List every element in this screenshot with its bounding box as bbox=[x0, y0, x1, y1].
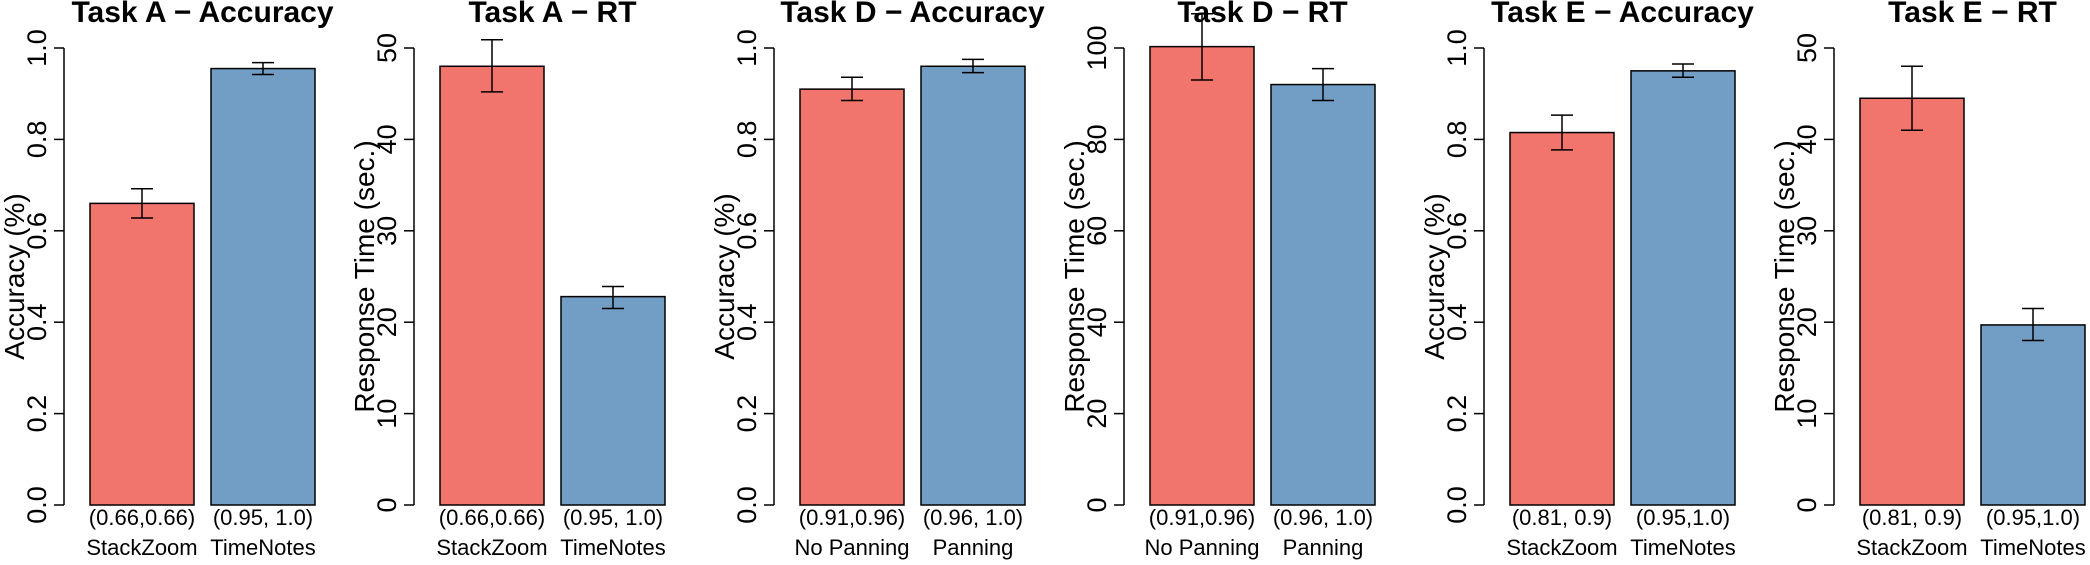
y-tick-label: 0.0 bbox=[732, 486, 762, 524]
y-tick-label: 30 bbox=[1792, 216, 1822, 246]
y-tick-label: 0.8 bbox=[22, 121, 52, 159]
category-label: StackZoom bbox=[86, 535, 197, 560]
bar-annotation: (0.96, 1.0) bbox=[923, 505, 1023, 530]
panel-title: Task A − RT bbox=[468, 0, 636, 29]
bar-stackzoom bbox=[439, 65, 545, 506]
panel-title: Task D − RT bbox=[1177, 0, 1347, 29]
y-tick-label: 1.0 bbox=[732, 29, 762, 67]
bar-annotation: (0.96, 1.0) bbox=[1273, 505, 1373, 530]
y-axis-label: Response Time (sec.) bbox=[1059, 140, 1090, 412]
y-tick-label: 0.4 bbox=[1442, 303, 1472, 341]
y-tick-label: 0.6 bbox=[732, 212, 762, 250]
y-tick-label: 50 bbox=[1792, 33, 1822, 63]
y-tick-label: 100 bbox=[1082, 25, 1112, 70]
y-tick-label: 0.0 bbox=[22, 486, 52, 524]
category-label: No Panning bbox=[1145, 535, 1260, 560]
y-tick-label: 10 bbox=[372, 399, 402, 429]
bar-panning bbox=[920, 65, 1026, 506]
bar-annotation: (0.95, 1.0) bbox=[563, 505, 663, 530]
category-label: Panning bbox=[933, 535, 1014, 560]
bar-annotation: (0.91,0.96) bbox=[799, 505, 905, 530]
y-tick-label: 0 bbox=[1082, 497, 1112, 512]
bar-annotation: (0.81, 0.9) bbox=[1862, 505, 1962, 530]
y-tick-label: 1.0 bbox=[22, 29, 52, 67]
y-tick-label: 0.2 bbox=[1442, 395, 1472, 433]
bar-annotation: (0.95, 1.0) bbox=[213, 505, 313, 530]
bar-annotation: (0.66,0.66) bbox=[89, 505, 195, 530]
y-tick-label: 0.8 bbox=[732, 121, 762, 159]
bar-annotation: (0.66,0.66) bbox=[439, 505, 545, 530]
bar-timenotes bbox=[560, 295, 666, 506]
y-axis-label: Accuracy (%) bbox=[709, 193, 740, 359]
y-tick-label: 20 bbox=[1792, 307, 1822, 337]
y-tick-label: 0.4 bbox=[22, 303, 52, 341]
y-tick-label: 40 bbox=[1082, 307, 1112, 337]
y-tick-label: 0.2 bbox=[22, 395, 52, 433]
bar-annotation: (0.95,1.0) bbox=[1986, 505, 2080, 530]
bar-annotation: (0.91,0.96) bbox=[1149, 505, 1255, 530]
y-tick-label: 0.2 bbox=[732, 395, 762, 433]
y-tick-label: 50 bbox=[372, 33, 402, 63]
bar-stackzoom bbox=[1509, 131, 1615, 506]
category-label: StackZoom bbox=[1856, 535, 1967, 560]
category-label: Panning bbox=[1283, 535, 1364, 560]
y-tick-label: 30 bbox=[372, 216, 402, 246]
y-tick-label: 0.6 bbox=[22, 212, 52, 250]
category-label: TimeNotes bbox=[210, 535, 316, 560]
y-tick-label: 0.0 bbox=[1442, 486, 1472, 524]
bar-panning bbox=[1270, 83, 1376, 506]
bar-no-panning bbox=[799, 88, 905, 506]
category-label: StackZoom bbox=[436, 535, 547, 560]
category-label: TimeNotes bbox=[1980, 535, 2086, 560]
bar-timenotes bbox=[1980, 324, 2086, 506]
panel-title: Task A − Accuracy bbox=[71, 0, 333, 29]
y-tick-label: 0 bbox=[1792, 497, 1822, 512]
y-tick-label: 40 bbox=[372, 124, 402, 154]
bar-stackzoom bbox=[89, 202, 195, 506]
bar-no-panning bbox=[1149, 45, 1255, 506]
y-tick-label: 0 bbox=[372, 497, 402, 512]
category-label: StackZoom bbox=[1506, 535, 1617, 560]
y-axis-label: Response Time (sec.) bbox=[349, 140, 380, 412]
y-axis-label: Accuracy (%) bbox=[1419, 193, 1450, 359]
category-label: TimeNotes bbox=[1630, 535, 1736, 560]
y-tick-label: 0.8 bbox=[1442, 121, 1472, 159]
bar-annotation: (0.95,1.0) bbox=[1636, 505, 1730, 530]
category-label: TimeNotes bbox=[560, 535, 666, 560]
y-tick-label: 20 bbox=[372, 307, 402, 337]
bar-stackzoom bbox=[1859, 97, 1965, 506]
y-tick-label: 0.6 bbox=[1442, 212, 1472, 250]
y-tick-label: 60 bbox=[1082, 216, 1112, 246]
category-label: No Panning bbox=[795, 535, 910, 560]
y-tick-label: 0.4 bbox=[732, 303, 762, 341]
y-tick-label: 20 bbox=[1082, 399, 1112, 429]
y-tick-label: 1.0 bbox=[1442, 29, 1472, 67]
panel-title: Task E − Accuracy bbox=[1491, 0, 1754, 29]
bar-timenotes bbox=[1630, 70, 1736, 506]
y-tick-label: 10 bbox=[1792, 399, 1822, 429]
panel-title: Task D − Accuracy bbox=[780, 0, 1045, 29]
y-tick-label: 40 bbox=[1792, 124, 1822, 154]
bar-annotation: (0.81, 0.9) bbox=[1512, 505, 1612, 530]
y-tick-label: 80 bbox=[1082, 124, 1112, 154]
y-axis-label: Accuracy (%) bbox=[0, 193, 30, 359]
panel-title: Task E − RT bbox=[1888, 0, 2057, 29]
y-axis-label: Response Time (sec.) bbox=[1769, 140, 1800, 412]
bar-timenotes bbox=[210, 67, 316, 506]
